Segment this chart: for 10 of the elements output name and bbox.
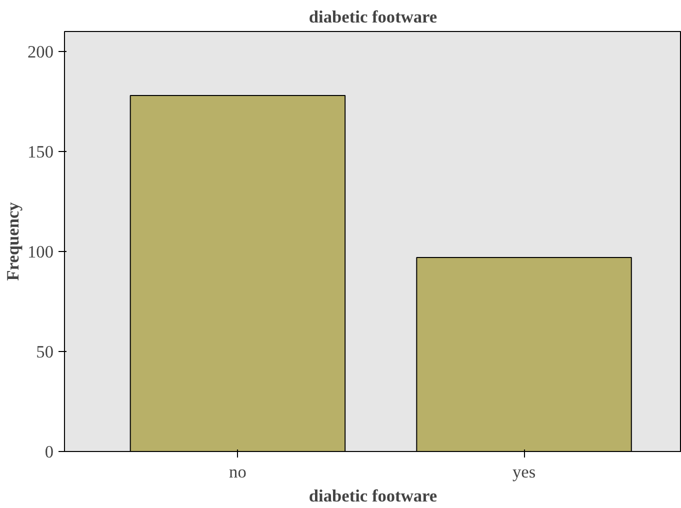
y-tick-label: 100	[28, 242, 54, 262]
chart-title: diabetic footware	[308, 8, 438, 26]
y-tick-label: 0	[44, 442, 54, 462]
y-tick-label: 50	[36, 342, 54, 362]
x-tick-label: yes	[512, 462, 536, 482]
x-tick-label: no	[229, 462, 246, 482]
y-tick-label: 200	[28, 42, 54, 62]
y-axis-title: Frequency	[4, 202, 23, 281]
y-tick-label: 150	[28, 142, 54, 162]
x-axis-title: diabetic footware	[308, 486, 438, 506]
